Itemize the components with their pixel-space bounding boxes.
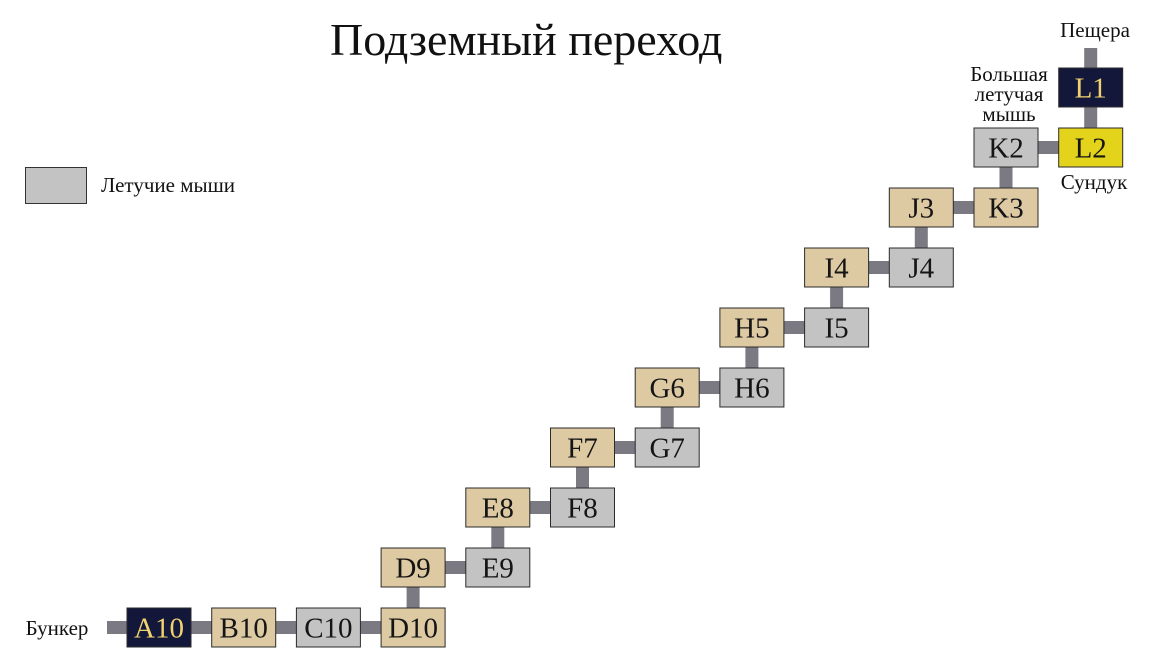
room-label-h6: H6 [734,373,769,405]
room-e8: E8 [465,487,531,528]
room-label-l2: L2 [1075,133,1107,165]
room-box-a10 [126,607,192,648]
room-d10: D10 [380,607,446,648]
room-box-j4 [888,247,954,288]
room-label-l1: L1 [1075,73,1107,105]
room-l2: L2 [1058,127,1124,168]
room-box-l2 [1058,127,1124,168]
room-label-k2: K2 [988,133,1023,165]
room-label-k3: K3 [988,193,1023,225]
room-label-j4: J4 [908,253,934,285]
room-box-k3 [973,187,1039,228]
room-box-c10 [295,607,361,648]
room-box-i5 [804,307,870,348]
room-k3: K3 [973,187,1039,228]
room-box-f8 [550,487,615,528]
room-i4: I4 [804,247,870,288]
label-big-bat-line-1: Большая [970,62,1048,86]
room-label-g6: G6 [649,373,684,405]
page-title: Подземный переход [330,14,723,65]
stub-layer [107,48,1098,634]
room-label-c10: C10 [304,613,352,645]
rooms-layer: L1 L2 K2 K3 J3 J4 I4 I5 H5 H6 G6 G7 F7 F8 E8 E9 D9 D10 C10… [126,67,1124,648]
label-cave: Пещера [1060,18,1130,42]
room-box-h5 [719,307,785,348]
room-g7: G7 [634,427,700,468]
room-label-f8: F8 [567,493,598,525]
room-label-b10: B10 [220,613,268,645]
label-big-bat-line-2: летучая [974,82,1044,106]
room-box-f7 [550,427,615,468]
room-label-i4: I4 [825,253,850,285]
room-box-h6 [719,367,785,408]
room-k2: K2 [973,127,1039,168]
room-g6: G6 [634,367,700,408]
room-label-j3: J3 [908,193,934,225]
room-box-l1 [1058,67,1124,108]
room-h6: H6 [719,367,785,408]
room-c10: C10 [295,607,361,648]
room-label-h5: H5 [734,313,769,345]
connector-cave-entry [1084,48,1098,70]
room-label-d10: D10 [388,613,438,645]
room-b10: B10 [211,607,277,648]
label-big-bat-line-3: мышь [982,102,1036,126]
room-box-e8 [465,487,531,528]
room-box-e9 [465,547,531,588]
room-label-i5: I5 [825,313,849,345]
room-f7: F7 [550,427,615,468]
room-box-i4 [804,247,870,288]
room-j3: J3 [888,187,954,228]
room-j4: J4 [888,247,954,288]
room-box-b10 [211,607,277,648]
label-chest: Сундук [1060,170,1128,194]
room-e9: E9 [465,547,531,588]
room-d9: D9 [380,547,446,588]
room-h5: H5 [719,307,785,348]
label-big-bat: Большая летучая мышь [958,62,1060,126]
legend-swatch-bats [25,167,87,204]
room-box-d9 [380,547,446,588]
room-box-j3 [888,187,954,228]
room-box-k2 [973,127,1039,168]
connectors-layer [159,87,1098,634]
room-label-d9: D9 [395,553,430,585]
room-box-g7 [634,427,700,468]
room-l1: L1 [1058,67,1124,108]
room-label-a10: A10 [134,613,184,645]
room-box-d10 [380,607,446,648]
room-i5: I5 [804,307,870,348]
room-label-e8: E8 [482,493,514,525]
connector-bunker-entry [107,621,129,634]
label-bunker: Бункер [25,616,89,640]
room-label-e9: E9 [482,553,514,585]
room-f8: F8 [550,487,615,528]
legend-label-bats: Летучие мыши [101,173,235,197]
room-box-g6 [634,367,700,408]
room-label-f7: F7 [567,433,598,465]
room-a10: A10 [126,607,192,648]
room-label-g7: G7 [649,433,684,465]
